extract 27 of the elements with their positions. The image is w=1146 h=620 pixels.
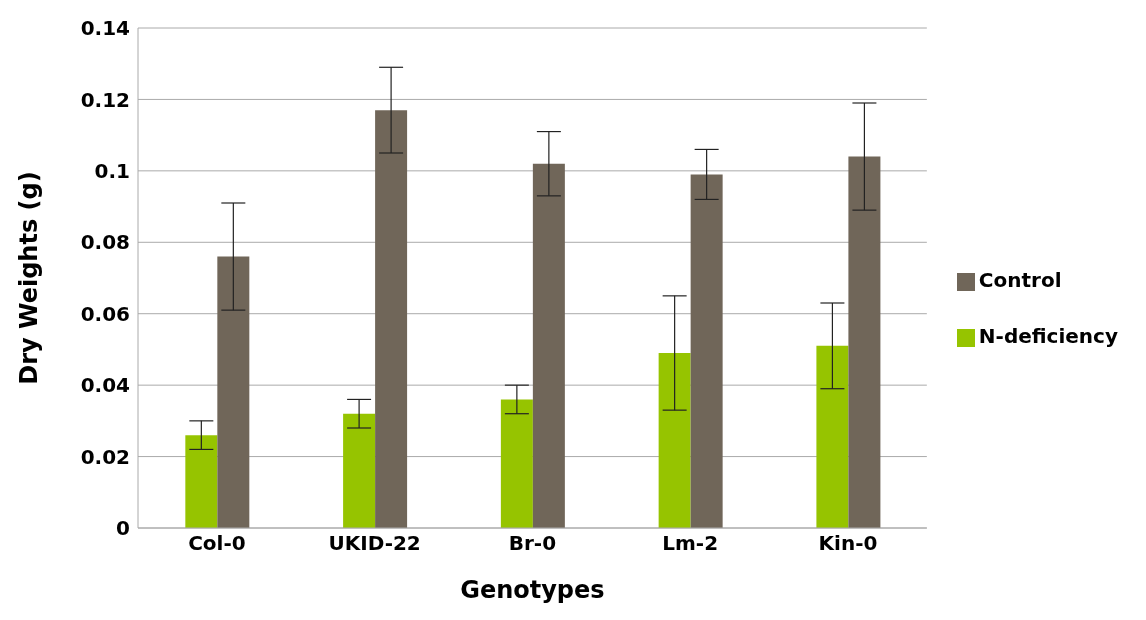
legend-label: Control bbox=[978, 268, 1062, 292]
x-tick-label: Lm-2 bbox=[662, 531, 719, 556]
x-tick-label: Col-0 bbox=[188, 531, 246, 556]
y-tick-label: 0.08 bbox=[80, 230, 130, 255]
bar bbox=[217, 256, 250, 528]
y-axis-title: Dry Weights (g) bbox=[14, 171, 43, 385]
bar bbox=[658, 353, 691, 528]
legend-label: N-deficiency bbox=[978, 324, 1118, 348]
y-tick-label: 0.06 bbox=[80, 301, 130, 326]
y-tick-label: 0.1 bbox=[94, 158, 130, 183]
x-tick-label: Kin-0 bbox=[818, 531, 878, 556]
y-tick-label: 0.14 bbox=[80, 16, 130, 41]
bar bbox=[848, 156, 881, 528]
bar bbox=[690, 174, 723, 528]
y-tick-label: 0 bbox=[116, 516, 130, 541]
bar bbox=[816, 345, 849, 528]
bar bbox=[532, 163, 565, 528]
x-tick-label: Br-0 bbox=[508, 531, 557, 556]
y-tick-label: 0.12 bbox=[80, 87, 130, 112]
bar bbox=[185, 435, 218, 528]
x-tick-label: UKID-22 bbox=[328, 531, 421, 556]
x-axis-title: Genotypes bbox=[460, 576, 605, 604]
bar bbox=[375, 110, 408, 528]
y-tick-label: 0.04 bbox=[80, 373, 130, 398]
bar bbox=[343, 413, 376, 528]
y-tick-label: 0.02 bbox=[80, 444, 130, 469]
bar bbox=[500, 399, 533, 528]
